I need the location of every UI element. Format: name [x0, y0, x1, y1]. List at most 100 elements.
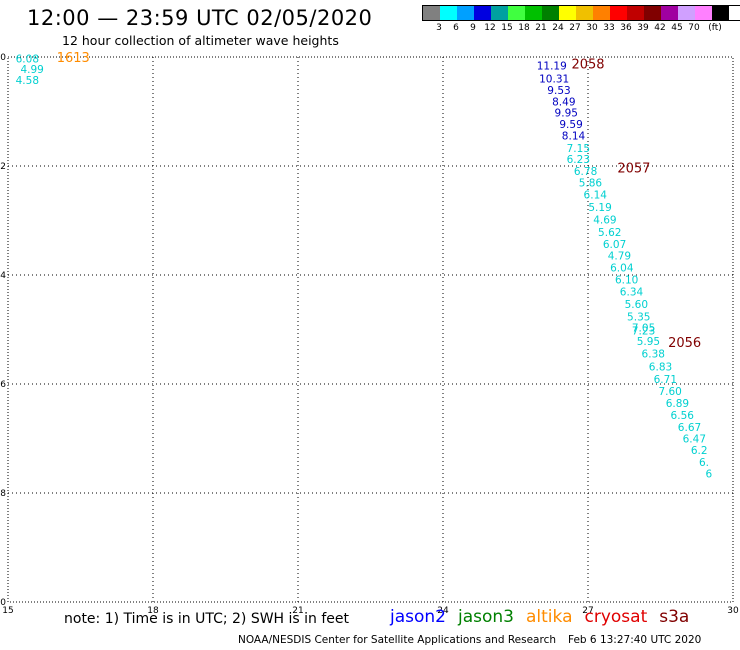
pass-time-label: 1613	[57, 51, 90, 66]
wave-height-label: 5.35	[627, 311, 650, 323]
longitude-tick-label: 24	[437, 606, 449, 616]
legend-tick-label: (ft)	[708, 23, 722, 33]
legend-swatch	[440, 6, 457, 20]
wave-height-label: 6.10	[615, 274, 638, 286]
wave-height-label: 4.99	[20, 64, 43, 76]
map-frame	[7, 56, 734, 603]
wave-height-label: 5.62	[598, 227, 621, 239]
wave-height-label: 4.69	[593, 214, 616, 226]
legend-swatch	[542, 6, 559, 20]
legend-tick-label: 27	[569, 23, 581, 33]
wave-height-label: 6.38	[642, 348, 665, 360]
wave-height-label: 5.86	[579, 177, 603, 189]
legend-tick-label: 3	[436, 23, 442, 33]
wave-height-label: 7.60	[658, 386, 681, 398]
legend-tick-label: 6	[453, 23, 459, 33]
wave-height-label: 5.60	[625, 299, 648, 311]
pass-time-label: 2058	[571, 58, 604, 73]
wave-height-label: 6.78	[574, 166, 597, 178]
wave-height-label: 6.08	[16, 54, 39, 66]
longitude-tick-label: 30	[727, 606, 739, 616]
longitude-tick-label: 18	[147, 606, 159, 616]
generation-timestamp: Feb 6 13:27:40 UTC 2020	[568, 634, 702, 646]
satellite-label: cryosat	[584, 607, 648, 627]
legend-tick-label: 21	[535, 23, 547, 33]
legend-tick-label: 33	[603, 23, 615, 33]
pass-time-label: 2056	[668, 336, 701, 351]
longitude-tick-label: 21	[292, 606, 303, 616]
legend-tick-label: 9	[470, 23, 476, 33]
page-title: 12:00 — 23:59 UTC 02/05/2020	[27, 6, 373, 30]
wave-height-label: 6.34	[620, 286, 644, 298]
wave-height-label: 5.95	[637, 336, 660, 348]
wave-height-label: 6.47	[683, 434, 706, 446]
satellite-legend: jason2 jason3 altika cryosat s3a	[390, 607, 701, 627]
wave-height-label: 6	[705, 468, 712, 480]
wave-height-label: 6.14	[584, 189, 608, 201]
latitude-tick-label: -54	[0, 271, 6, 281]
wave-height-label: 6.67	[678, 422, 701, 434]
legend-swatch	[508, 6, 525, 20]
footnote: note: 1) Time is in UTC; 2) SWH is in fe…	[64, 611, 350, 627]
wave-height-label: 6.56	[671, 410, 695, 422]
wave-height-label: 6.89	[666, 398, 689, 410]
longitude-tick-label: 15	[2, 606, 13, 616]
legend-swatch	[576, 6, 593, 20]
legend-tick-label: 42	[654, 23, 666, 33]
wave-height-label: 4.58	[16, 75, 39, 87]
legend-tick-label: 12	[484, 23, 496, 33]
wave-height-label: 6.83	[649, 362, 672, 374]
wave-height-label: 9.95	[555, 108, 578, 120]
satellite-label: jason2	[390, 607, 446, 627]
satellite-label: s3a	[659, 607, 690, 627]
legend-tick-label: 24	[552, 23, 564, 33]
wave-height-label: 8.49	[552, 97, 575, 109]
wave-height-label: 11.19	[537, 61, 567, 73]
latitude-tick-label: -50	[0, 53, 6, 63]
wave-height-label: 5.19	[588, 202, 611, 214]
legend-tick-label: 30	[586, 23, 598, 33]
wave-height-label: 9.53	[547, 85, 570, 97]
legend-swatch	[474, 6, 491, 20]
latitude-tick-label: -60	[0, 598, 6, 608]
legend-swatch	[423, 6, 440, 20]
legend-swatch	[610, 6, 627, 20]
wave-height-label: 9.59	[559, 119, 582, 131]
legend-swatch	[661, 6, 678, 20]
wave-height-label: 4.79	[608, 250, 631, 262]
wave-height-label: 6.	[699, 457, 709, 469]
legend-tick-label: 36	[620, 23, 632, 33]
legend-swatch	[457, 6, 474, 20]
legend-swatch	[491, 6, 508, 20]
legend-swatch	[627, 6, 644, 20]
latitude-tick-label: -52	[0, 162, 6, 172]
wave-height-label: 7.23	[632, 326, 655, 338]
wave-height-label: 8.14	[562, 130, 586, 142]
legend-swatch	[695, 6, 712, 20]
credit-text: NOAA/NESDIS Center for Satellite Applica…	[238, 634, 556, 646]
wave-height-label: 6.07	[603, 239, 626, 251]
wave-height-label: 7.15	[567, 143, 590, 155]
legend-tick-labels: 3 6 9 12 15 18 21 24 27 30 33 36 39 42 45 70 (ft)	[422, 21, 740, 35]
legend-tick-label: 18	[518, 23, 530, 33]
longitude-tick-label: 27	[582, 606, 593, 616]
legend-swatch	[678, 6, 695, 20]
satellite-label: jason3	[458, 607, 514, 627]
color-legend: 3 6 9 12 15 18 21 24 27 30 33 36 39 42 45 70 (ft)	[422, 5, 740, 35]
wave-height-label: 6.04	[610, 262, 634, 274]
page-subtitle: 12 hour collection of altimeter wave hei…	[62, 33, 339, 48]
legend-swatch	[712, 6, 729, 20]
legend-swatch	[593, 6, 610, 20]
pass-time-label: 2057	[617, 162, 650, 177]
legend-swatch	[644, 6, 661, 20]
legend-tick-label: 70	[688, 23, 700, 33]
legend-swatch	[525, 6, 542, 20]
latitude-tick-label: -56	[0, 380, 6, 390]
wave-height-label: 10.31	[539, 73, 569, 85]
legend-tick-label: 39	[637, 23, 649, 33]
legend-tick-label: 15	[501, 23, 513, 33]
latitude-tick-label: -58	[0, 489, 6, 499]
wave-height-label: 6.23	[567, 154, 590, 166]
credit-line: NOAA/NESDIS Center for Satellite Applica…	[238, 634, 701, 646]
